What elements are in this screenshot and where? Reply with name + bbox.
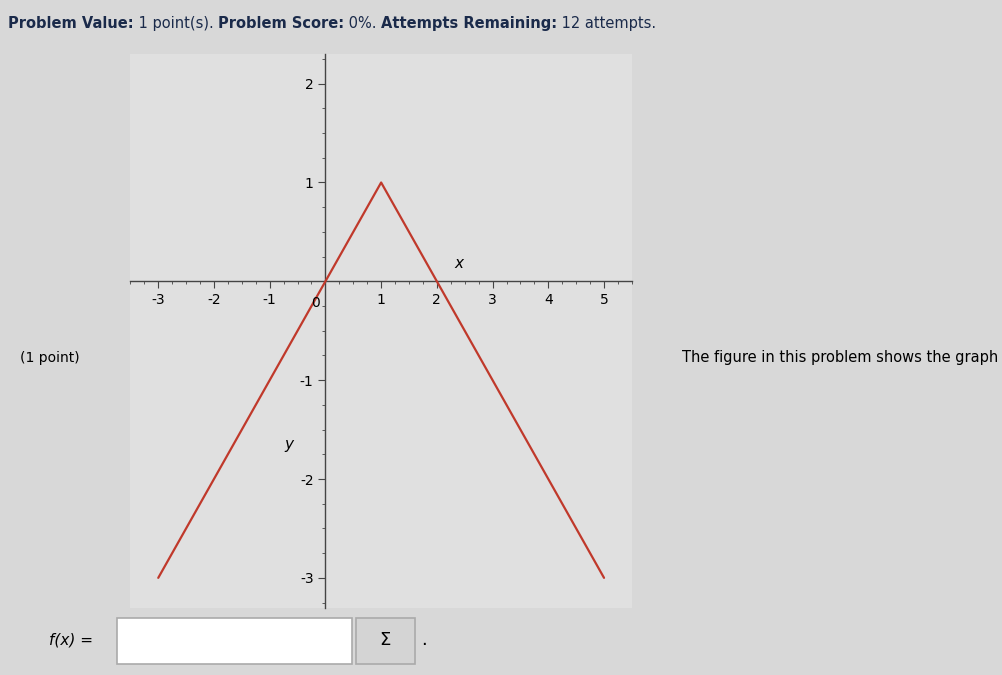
FancyBboxPatch shape bbox=[116, 618, 352, 664]
Text: 1 point(s).: 1 point(s). bbox=[133, 16, 217, 30]
Text: f(x) =: f(x) = bbox=[49, 632, 93, 647]
Text: The figure in this problem shows the graph of: The figure in this problem shows the gra… bbox=[681, 350, 1002, 365]
Text: Problem Score:: Problem Score: bbox=[217, 16, 344, 30]
Text: 0: 0 bbox=[311, 296, 320, 310]
Text: x: x bbox=[454, 256, 463, 271]
Text: Σ: Σ bbox=[380, 630, 391, 649]
Text: (1 point): (1 point) bbox=[20, 351, 79, 364]
FancyBboxPatch shape bbox=[356, 618, 414, 664]
Text: Problem Value:: Problem Value: bbox=[8, 16, 133, 30]
Text: y: y bbox=[285, 437, 294, 452]
Text: Attempts Remaining:: Attempts Remaining: bbox=[381, 16, 557, 30]
Text: 0%.: 0%. bbox=[344, 16, 381, 30]
Text: 12 attempts.: 12 attempts. bbox=[557, 16, 656, 30]
Text: .: . bbox=[421, 630, 427, 649]
